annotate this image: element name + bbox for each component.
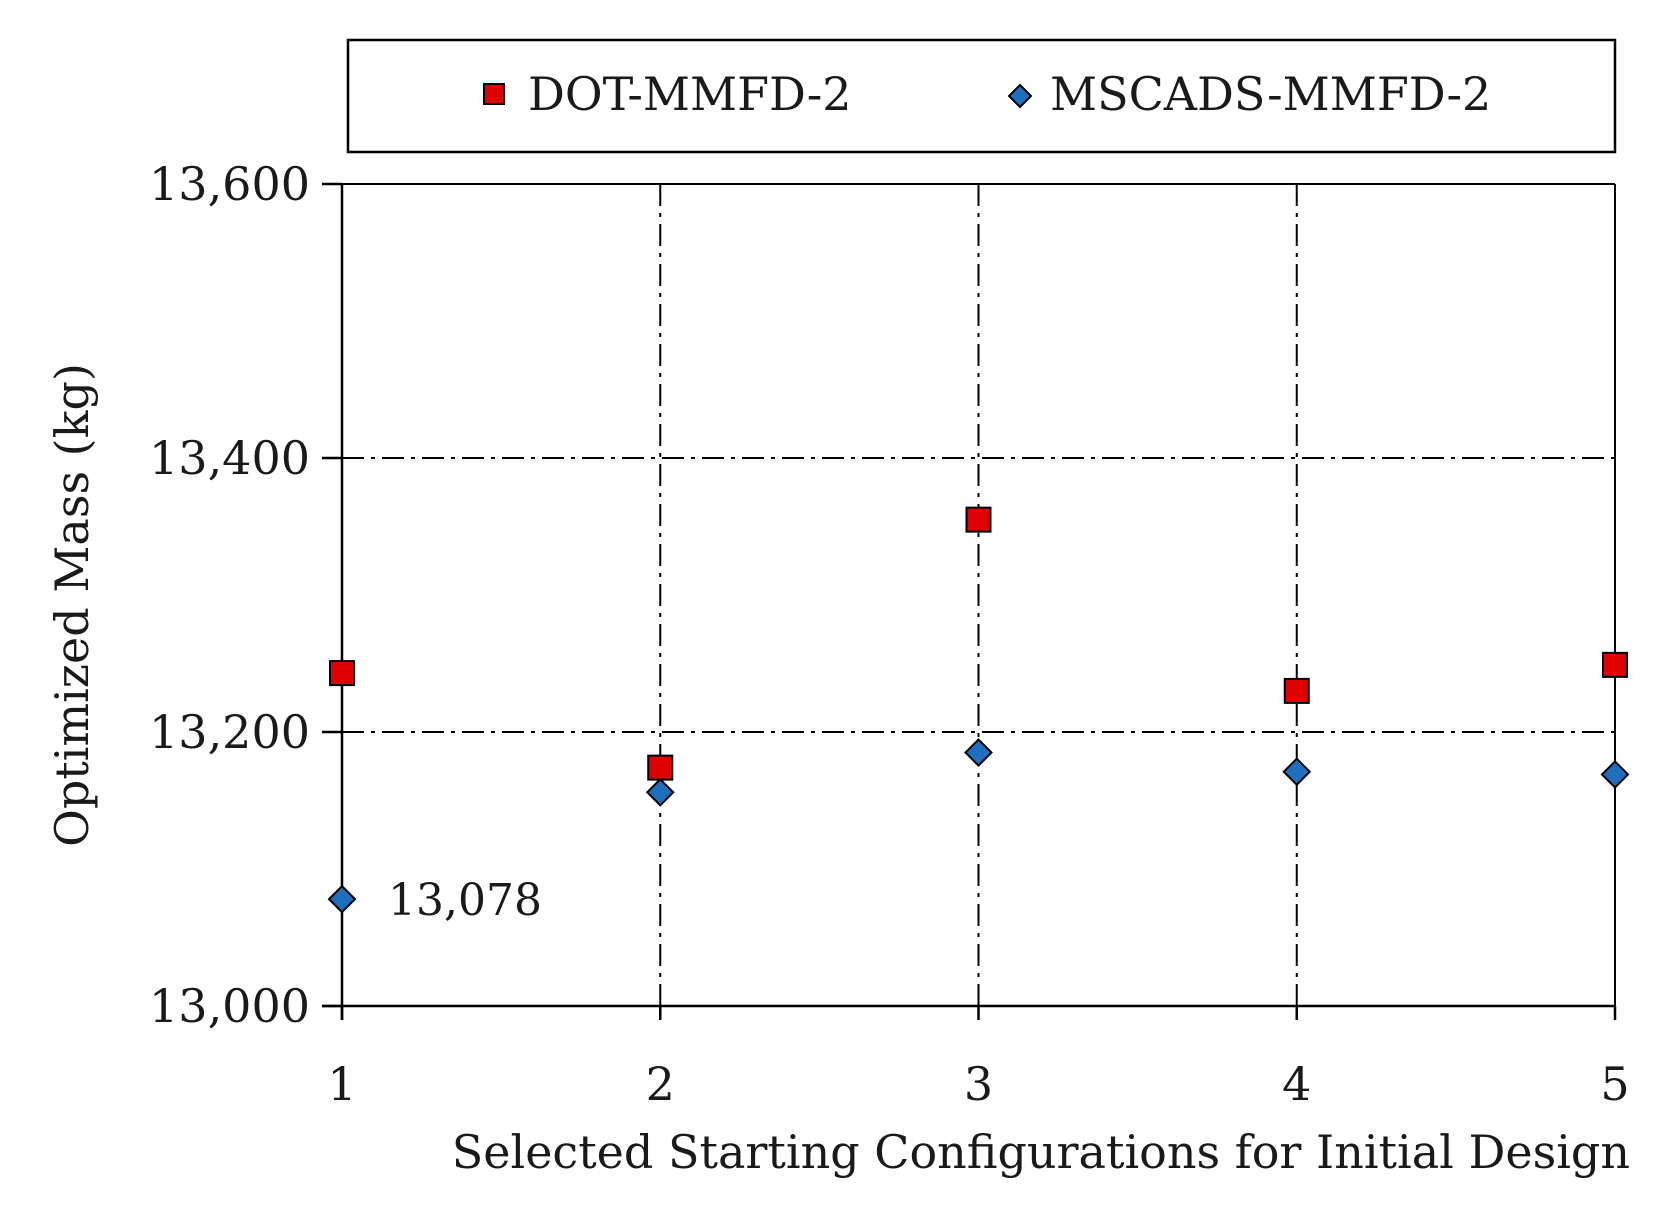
legend-label: MSCADS-MMFD-2 bbox=[1050, 67, 1491, 121]
grid-layer bbox=[342, 183, 1616, 1006]
legend-marker-diamond bbox=[1007, 83, 1033, 109]
y-tick-label: 13,600 bbox=[149, 157, 310, 211]
dot-mmfd-2-point bbox=[1283, 677, 1310, 704]
mscads-mmfd-2-point bbox=[327, 884, 357, 914]
dot-mmfd-2-point bbox=[329, 660, 355, 687]
dot-mmfd-2-point bbox=[1602, 651, 1628, 678]
y-axis-title: Optimized Mass (kg) bbox=[45, 363, 99, 847]
x-tick-label: 4 bbox=[1282, 1057, 1311, 1111]
mscads-mmfd-2-point bbox=[964, 738, 993, 767]
axes-layer bbox=[322, 182, 1617, 1020]
y-tick-label: 13,400 bbox=[149, 431, 310, 485]
legend-label: DOT-MMFD-2 bbox=[528, 67, 852, 121]
labels-layer: 13,000 13,200 13,400 13,600 1 2 3 4 5 Selected St… bbox=[45, 157, 1630, 1179]
legend-box bbox=[346, 38, 1617, 154]
x-axis-title: Selected Starting Configurations for Ini… bbox=[452, 1125, 1630, 1179]
marks-layer bbox=[327, 506, 1630, 914]
dot-mmfd-2-point bbox=[965, 506, 992, 533]
legend: DOT-MMFD-2 MSCADS-MMFD-2 bbox=[346, 38, 1617, 154]
x-tick-label: 5 bbox=[1600, 1057, 1629, 1111]
mscads-mmfd-2-point bbox=[1600, 760, 1630, 789]
x-tick-label: 3 bbox=[964, 1057, 993, 1111]
x-tick-label: 1 bbox=[327, 1057, 356, 1111]
y-tick-label: 13,200 bbox=[149, 705, 310, 759]
data-label: 13,078 bbox=[388, 875, 542, 926]
dot-mmfd-2-point bbox=[647, 754, 674, 781]
mscads-mmfd-2-point bbox=[645, 777, 675, 807]
mscads-mmfd-2-point bbox=[1282, 757, 1312, 787]
legend-marker-square bbox=[483, 83, 505, 105]
y-tick-label: 13,000 bbox=[149, 979, 310, 1033]
x-tick-label: 2 bbox=[646, 1057, 675, 1111]
